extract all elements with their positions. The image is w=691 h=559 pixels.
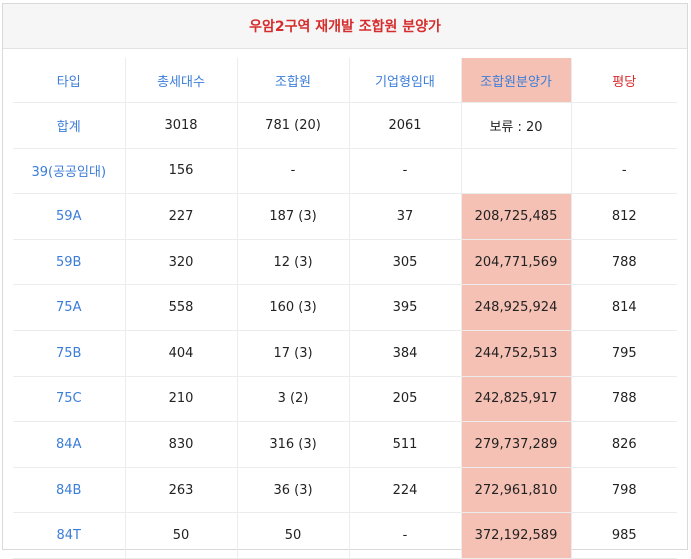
cell-members: 187 (3) bbox=[236, 193, 349, 240]
cell-member-price bbox=[460, 148, 571, 195]
cell-member-price: 248,925,924 bbox=[460, 284, 571, 331]
cell-per-pyeong: 795 bbox=[570, 330, 677, 377]
cell-corporate-rental: 395 bbox=[348, 284, 461, 331]
cell-total-units: 50 bbox=[124, 512, 237, 559]
cell-member-price: 244,752,513 bbox=[460, 330, 571, 377]
cell-corporate-rental: - bbox=[348, 148, 461, 195]
header-row: 타입 총세대수 조합원 기업형임대 조합원분양가 평당 bbox=[13, 58, 677, 103]
header-per-pyeong: 평당 bbox=[570, 58, 677, 103]
cell-total-units: 263 bbox=[124, 467, 237, 514]
cell-per-pyeong: 798 bbox=[570, 467, 677, 514]
cell-members: 17 (3) bbox=[236, 330, 349, 377]
cell-total-units: 404 bbox=[124, 330, 237, 377]
cell-total-units: 156 bbox=[124, 148, 237, 195]
table-row: 합계 3018 781 (20) 2061 보류 : 20 bbox=[13, 102, 677, 149]
cell-per-pyeong: 826 bbox=[570, 421, 677, 468]
table-row: 59A 227 187 (3) 37 208,725,485 812 bbox=[13, 193, 677, 240]
header-members: 조합원 bbox=[236, 58, 349, 103]
cell-type: 59A bbox=[13, 193, 125, 240]
cell-per-pyeong: - bbox=[570, 148, 677, 195]
cell-type: 39(공공임대) bbox=[13, 148, 125, 195]
cell-corporate-rental: 305 bbox=[348, 239, 461, 286]
cell-members: 36 (3) bbox=[236, 467, 349, 514]
cell-per-pyeong bbox=[570, 102, 677, 149]
cell-type: 84B bbox=[13, 467, 125, 514]
cell-total-units: 320 bbox=[124, 239, 237, 286]
header-type: 타입 bbox=[13, 58, 125, 103]
table-row: 59B 320 12 (3) 305 204,771,569 788 bbox=[13, 239, 677, 286]
cell-per-pyeong: 788 bbox=[570, 376, 677, 423]
cell-total-units: 210 bbox=[124, 376, 237, 423]
cell-member-price: 208,725,485 bbox=[460, 193, 571, 240]
cell-member-price: 204,771,569 bbox=[460, 239, 571, 286]
cell-type: 84A bbox=[13, 421, 125, 468]
cell-corporate-rental: 205 bbox=[348, 376, 461, 423]
cell-per-pyeong: 788 bbox=[570, 239, 677, 286]
cell-type: 75A bbox=[13, 284, 125, 331]
cell-members: 3 (2) bbox=[236, 376, 349, 423]
price-table-panel: 우암2구역 재개발 조합원 분양가 타입 총세대수 조합원 기업형임대 조합원분… bbox=[2, 3, 688, 559]
header-total-units: 총세대수 bbox=[124, 58, 237, 103]
cell-members: 160 (3) bbox=[236, 284, 349, 331]
cell-member-price: 272,961,810 bbox=[460, 467, 571, 514]
header-corporate-rental: 기업형임대 bbox=[348, 58, 461, 103]
cell-total-units: 3018 bbox=[124, 102, 237, 149]
table-row: 39(공공임대) 156- - - bbox=[13, 148, 677, 195]
cell-corporate-rental: 224 bbox=[348, 467, 461, 514]
cell-type: 59B bbox=[13, 239, 125, 286]
cell-total-units: 227 bbox=[124, 193, 237, 240]
cell-total-units: 830 bbox=[124, 421, 237, 468]
cell-per-pyeong: 812 bbox=[570, 193, 677, 240]
cell-type: 합계 bbox=[13, 102, 125, 149]
cell-per-pyeong: 985 bbox=[570, 512, 677, 559]
cell-per-pyeong: 814 bbox=[570, 284, 677, 331]
cell-corporate-rental: 37 bbox=[348, 193, 461, 240]
cell-total-units: 558 bbox=[124, 284, 237, 331]
cell-members: 316 (3) bbox=[236, 421, 349, 468]
cell-members: 12 (3) bbox=[236, 239, 349, 286]
table-row: 75A 558 160 (3) 395 248,925,924 814 bbox=[13, 284, 677, 331]
table-title: 우암2구역 재개발 조합원 분양가 bbox=[3, 4, 687, 49]
cell-member-price: 242,825,917 bbox=[460, 376, 571, 423]
cell-corporate-rental: 384 bbox=[348, 330, 461, 377]
cell-corporate-rental: - bbox=[348, 512, 461, 559]
cell-type: 75B bbox=[13, 330, 125, 377]
table-row: 84A 830 316 (3) 511 279,737,289 826 bbox=[13, 421, 677, 468]
cell-member-price: 279,737,289 bbox=[460, 421, 571, 468]
header-member-price: 조합원분양가 bbox=[460, 58, 571, 103]
cell-corporate-rental: 2061 bbox=[348, 102, 461, 149]
cell-member-price: 372,192,589 bbox=[460, 512, 571, 559]
table-row: 84T 50 50-372,192,589 985 bbox=[13, 512, 677, 559]
cell-corporate-rental: 511 bbox=[348, 421, 461, 468]
cell-type: 84T bbox=[13, 512, 125, 559]
cell-members: 781 (20) bbox=[236, 102, 349, 149]
cell-type: 75C bbox=[13, 376, 125, 423]
cell-members: 50 bbox=[236, 512, 349, 559]
table-row: 84B 263 36 (3) 224 272,961,810 798 bbox=[13, 467, 677, 514]
table-row: 75C 210 3 (2) 205 242,825,917 788 bbox=[13, 376, 677, 423]
cell-members: - bbox=[236, 148, 349, 195]
cell-member-price: 보류 : 20 bbox=[460, 102, 571, 149]
price-table: 타입 총세대수 조합원 기업형임대 조합원분양가 평당 합계 3018 781 (2… bbox=[13, 58, 677, 559]
table-row: 75B 404 17 (3) 384 244,752,513 795 bbox=[13, 330, 677, 377]
